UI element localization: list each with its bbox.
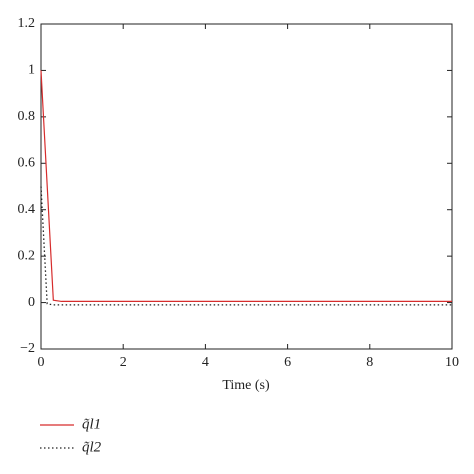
y-tick-label: 0 — [28, 295, 35, 310]
y-tick-label: 0.4 — [18, 202, 36, 217]
y-tick-label: 1 — [28, 63, 35, 78]
x-tick-label: 2 — [120, 355, 127, 370]
y-tick-label: 0.8 — [18, 109, 36, 124]
x-tick-label: 6 — [284, 355, 291, 370]
x-tick-label: 8 — [366, 355, 373, 370]
y-tick-label: 0.2 — [18, 248, 36, 263]
x-axis-label: Time (s) — [222, 378, 270, 393]
y-tick-label: 1.2 — [18, 16, 36, 31]
x-tick-label: 10 — [445, 355, 459, 370]
data-line — [40, 186, 452, 306]
legend-label: q̃l1 — [82, 416, 101, 432]
x-tick-label: 4 — [202, 355, 209, 370]
y-tick-label: 0.6 — [18, 156, 36, 171]
data-line — [40, 70, 452, 303]
legend-label: q̃l2 — [82, 439, 102, 455]
plot-frame — [40, 23, 453, 350]
y-tick-label: −2 — [20, 341, 35, 356]
x-tick-label: 0 — [38, 355, 45, 370]
